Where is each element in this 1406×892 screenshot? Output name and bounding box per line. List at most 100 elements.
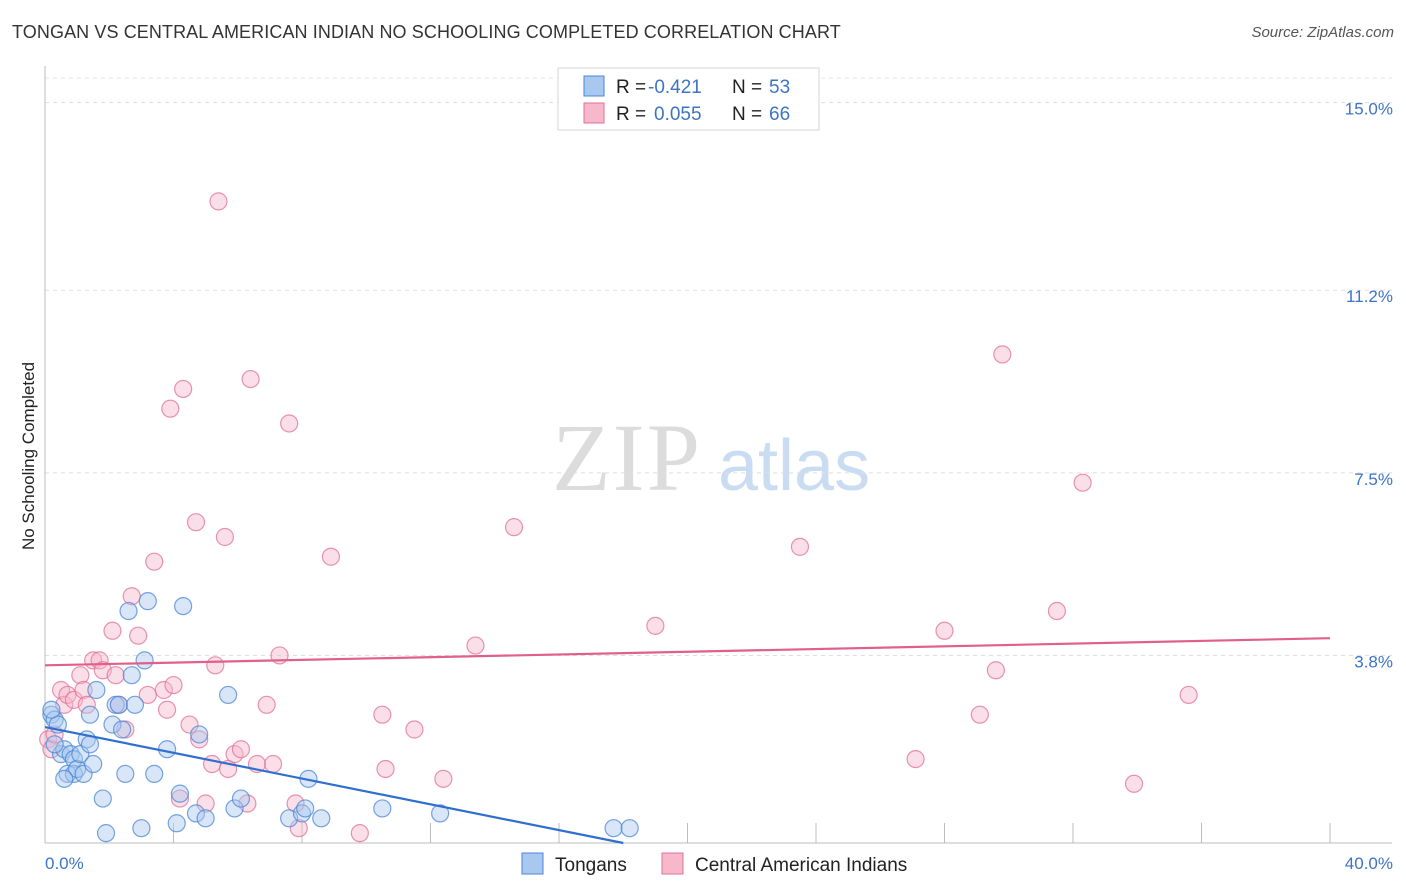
watermark: ZIP atlas — [552, 404, 870, 511]
series-legend: Tongans Central American Indians — [521, 852, 907, 876]
central-american-indian-point — [321, 547, 341, 566]
series-tongans — [42, 592, 639, 843]
bottom-legend-swatch-tongans — [521, 852, 544, 875]
tongan-point — [55, 769, 74, 788]
central-american-indian-point — [145, 552, 164, 571]
correlation-legend: R = -0.421 N = 53 R = 0.055 N = 66 — [557, 67, 820, 131]
tongan-point — [80, 705, 100, 724]
tongan-point — [87, 680, 106, 700]
tongan-point — [167, 814, 186, 833]
central-american-indian-point — [42, 740, 61, 759]
central-american-indian-point — [129, 626, 148, 645]
tongan-point — [620, 819, 639, 838]
trend-lines — [44, 637, 1331, 845]
central-american-indian-point — [241, 369, 260, 389]
central-american-indian-point — [1047, 601, 1067, 621]
central-american-indian-point — [986, 661, 1006, 680]
watermark-zip: ZIP — [552, 404, 702, 511]
tongan-point — [116, 764, 135, 784]
tongan-point — [109, 695, 128, 714]
legend-n-value-1: 53 — [769, 77, 790, 98]
y-tick-labels: 3.8% 7.5% 11.2% 15.0% — [1345, 100, 1393, 672]
bottom-legend-tongans: Tongans — [555, 855, 627, 876]
central-american-indian-point — [161, 399, 180, 418]
central-american-indian-point — [196, 794, 215, 813]
central-american-indian-point — [1073, 473, 1092, 492]
central-american-indian-point — [186, 513, 206, 532]
central-american-indian-point — [103, 621, 122, 640]
central-american-indian-point — [71, 666, 90, 685]
tongan-point — [138, 592, 157, 611]
central-american-indian-point — [434, 769, 453, 788]
central-american-indian-point — [993, 345, 1012, 364]
central-american-indian-point — [180, 715, 199, 734]
central-american-indian-point — [970, 705, 989, 724]
tongan-point — [64, 764, 84, 784]
legend-r-label-1: R = — [616, 77, 646, 98]
central-american-indian-point — [202, 754, 222, 774]
central-american-indian-point — [164, 675, 183, 695]
tongan-point — [196, 809, 215, 828]
source-label: Source: ZipAtlas.com — [1251, 24, 1394, 41]
tongan-point — [132, 819, 151, 838]
tongan-point — [292, 804, 312, 823]
y-tick-label: 3.8% — [1354, 652, 1393, 671]
y-tick-label: 11.2% — [1346, 287, 1393, 306]
tongan-point — [42, 705, 61, 724]
tongan-point — [122, 666, 141, 685]
tongan-point — [74, 764, 93, 784]
tongan-point — [174, 596, 193, 616]
central-american-indian-point — [174, 379, 193, 399]
tongan-point — [135, 651, 154, 670]
watermark-atlas: atlas — [718, 426, 870, 506]
x-tick-label-end: 40.0% — [1345, 854, 1393, 873]
y-tick-label: 7.5% — [1354, 470, 1393, 489]
central-american-indian-point — [280, 414, 299, 433]
tongan-point — [125, 695, 145, 714]
central-american-indian-point — [154, 680, 173, 700]
central-american-indian-point — [466, 636, 485, 655]
tongan-point — [296, 799, 315, 818]
x-tick-labels: 0.0% 40.0% — [45, 854, 1393, 873]
central-american-indian-point — [1124, 774, 1144, 793]
central-american-indian-point — [77, 695, 96, 714]
legend-n-label-2: N = — [732, 104, 762, 125]
tongan-point — [190, 725, 209, 744]
tongan-point — [225, 799, 244, 818]
tongan-point — [373, 799, 392, 818]
tongan-point — [604, 819, 623, 838]
central-american-indian-point — [350, 824, 369, 843]
trend-line-central-american-indians — [44, 637, 1331, 667]
central-american-indian-point — [122, 587, 141, 606]
tongan-point — [93, 789, 112, 808]
x-tick-label-start: 0.0% — [45, 854, 84, 873]
tongan-point — [431, 804, 450, 823]
central-american-indian-point — [935, 621, 954, 640]
central-american-indian-point — [257, 695, 276, 714]
legend-r-value-1: -0.421 — [648, 77, 702, 98]
axes — [44, 66, 1392, 844]
trend-line-tongans — [44, 725, 624, 845]
bottom-legend-swatch-central-american-indians — [661, 852, 684, 875]
tongan-point — [219, 685, 238, 705]
legend-swatch-central-american-indians — [583, 102, 605, 124]
legend-n-value-2: 66 — [769, 104, 790, 125]
tongan-point — [42, 700, 61, 719]
central-american-indian-point — [373, 705, 392, 724]
central-american-indian-point — [405, 720, 424, 739]
tongan-point — [231, 789, 251, 808]
central-american-indian-point — [376, 759, 395, 779]
bottom-legend-central-american-indians: Central American Indians — [695, 855, 907, 876]
legend-r-value-2: 0.055 — [654, 104, 702, 125]
central-american-indian-point — [906, 749, 925, 769]
central-american-indian-point — [289, 819, 308, 838]
legend-r-label-2: R = — [616, 104, 646, 125]
tongan-point — [112, 720, 132, 739]
legend-swatch-tongans — [583, 75, 605, 97]
y-axis-label: No Schooling Completed — [19, 362, 38, 550]
tongan-point — [58, 764, 77, 784]
legend-n-label-1: N = — [732, 77, 762, 98]
central-american-indian-point — [170, 789, 190, 808]
tongan-point — [84, 754, 103, 774]
